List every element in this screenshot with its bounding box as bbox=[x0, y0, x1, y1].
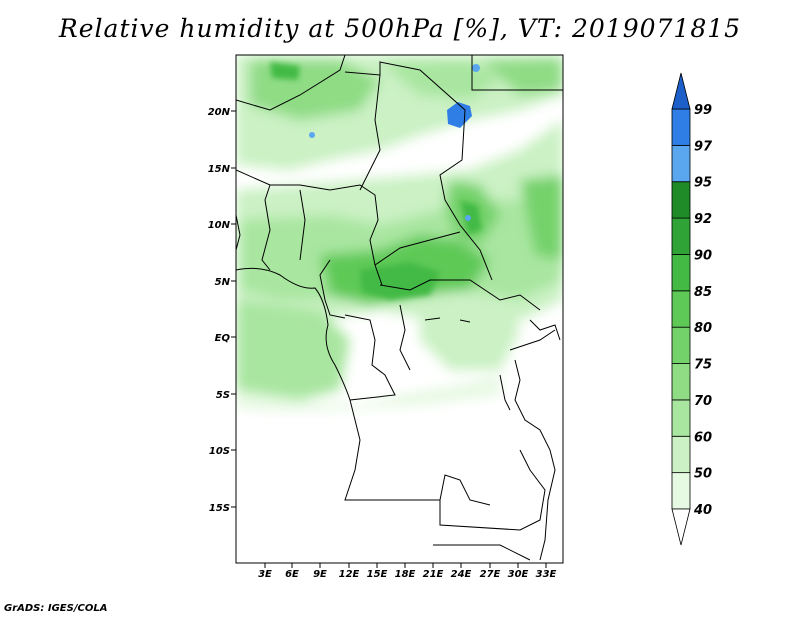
lon-tick-label: 33E bbox=[536, 569, 557, 580]
credit-text: GrADS: IGES/COLA bbox=[4, 603, 108, 614]
lat-tick-label: EQ bbox=[215, 333, 231, 344]
lon-tick-label: 12E bbox=[339, 569, 360, 580]
colorbar-segment bbox=[671, 290, 691, 328]
map-title: Relative humidity at 500hPa [%], VT: 201… bbox=[58, 14, 742, 43]
colorbar-segment bbox=[671, 399, 691, 437]
colorbar-segment bbox=[671, 181, 691, 219]
colorbar-label: 50 bbox=[694, 467, 712, 482]
lat-tick-label: 5S bbox=[216, 390, 230, 401]
colorbar-segment bbox=[671, 472, 691, 510]
colorbar-segment bbox=[671, 363, 691, 401]
lat-tick-label: 15N bbox=[208, 164, 231, 175]
colorbar-label: 99 bbox=[694, 103, 712, 118]
humidity-field bbox=[236, 55, 563, 563]
colorbar-label: 75 bbox=[694, 358, 712, 373]
colorbar-label: 90 bbox=[694, 248, 712, 263]
colorbar-segment bbox=[671, 217, 691, 255]
map-frame bbox=[235, 54, 564, 564]
colorbar-label: 40 bbox=[693, 503, 712, 518]
lat-tick-label: 5N bbox=[215, 277, 231, 288]
lat-tick-label: 10S bbox=[209, 446, 230, 457]
lat-tick-label: 10N bbox=[208, 220, 231, 231]
lon-tick-label: 9E bbox=[313, 569, 327, 580]
lon-tick-label: 18E bbox=[395, 569, 416, 580]
colorbar-segment bbox=[671, 326, 691, 364]
colorbar-label: 60 bbox=[694, 430, 712, 445]
colorbar: 40 50 60 70 75 80 85 90 92 95 97 99 bbox=[671, 72, 713, 546]
colorbar-max-arrow bbox=[671, 72, 691, 110]
country-borders bbox=[236, 55, 563, 561]
latitude-axis: 20N 15N 10N 5N EQ 5S 10S 15S bbox=[208, 107, 236, 514]
lon-tick-label: 3E bbox=[258, 569, 272, 580]
colorbar-label: 92 bbox=[694, 212, 712, 227]
colorbar-min-arrow bbox=[671, 508, 691, 546]
lon-tick-label: 15E bbox=[367, 569, 388, 580]
colorbar-label: 85 bbox=[694, 285, 712, 300]
colorbar-label: 70 bbox=[694, 394, 712, 409]
colorbar-label: 80 bbox=[694, 321, 712, 336]
colorbar-segment bbox=[671, 108, 691, 146]
longitude-axis: 3E 6E 9E 12E 15E 18E 21E 24E 27E 30E 33E bbox=[258, 563, 557, 580]
colorbar-segment bbox=[671, 254, 691, 292]
lon-tick-label: 27E bbox=[480, 569, 501, 580]
colorbar-label: 97 bbox=[694, 139, 713, 154]
colorbar-label: 95 bbox=[694, 176, 712, 191]
lon-tick-label: 30E bbox=[508, 569, 529, 580]
colorbar-segment bbox=[671, 435, 691, 474]
lon-tick-label: 21E bbox=[423, 569, 444, 580]
lat-tick-label: 15S bbox=[209, 503, 230, 514]
lon-tick-label: 24E bbox=[451, 569, 472, 580]
lat-tick-label: 20N bbox=[208, 107, 231, 118]
colorbar-segment bbox=[671, 144, 691, 183]
lon-tick-label: 6E bbox=[285, 569, 299, 580]
